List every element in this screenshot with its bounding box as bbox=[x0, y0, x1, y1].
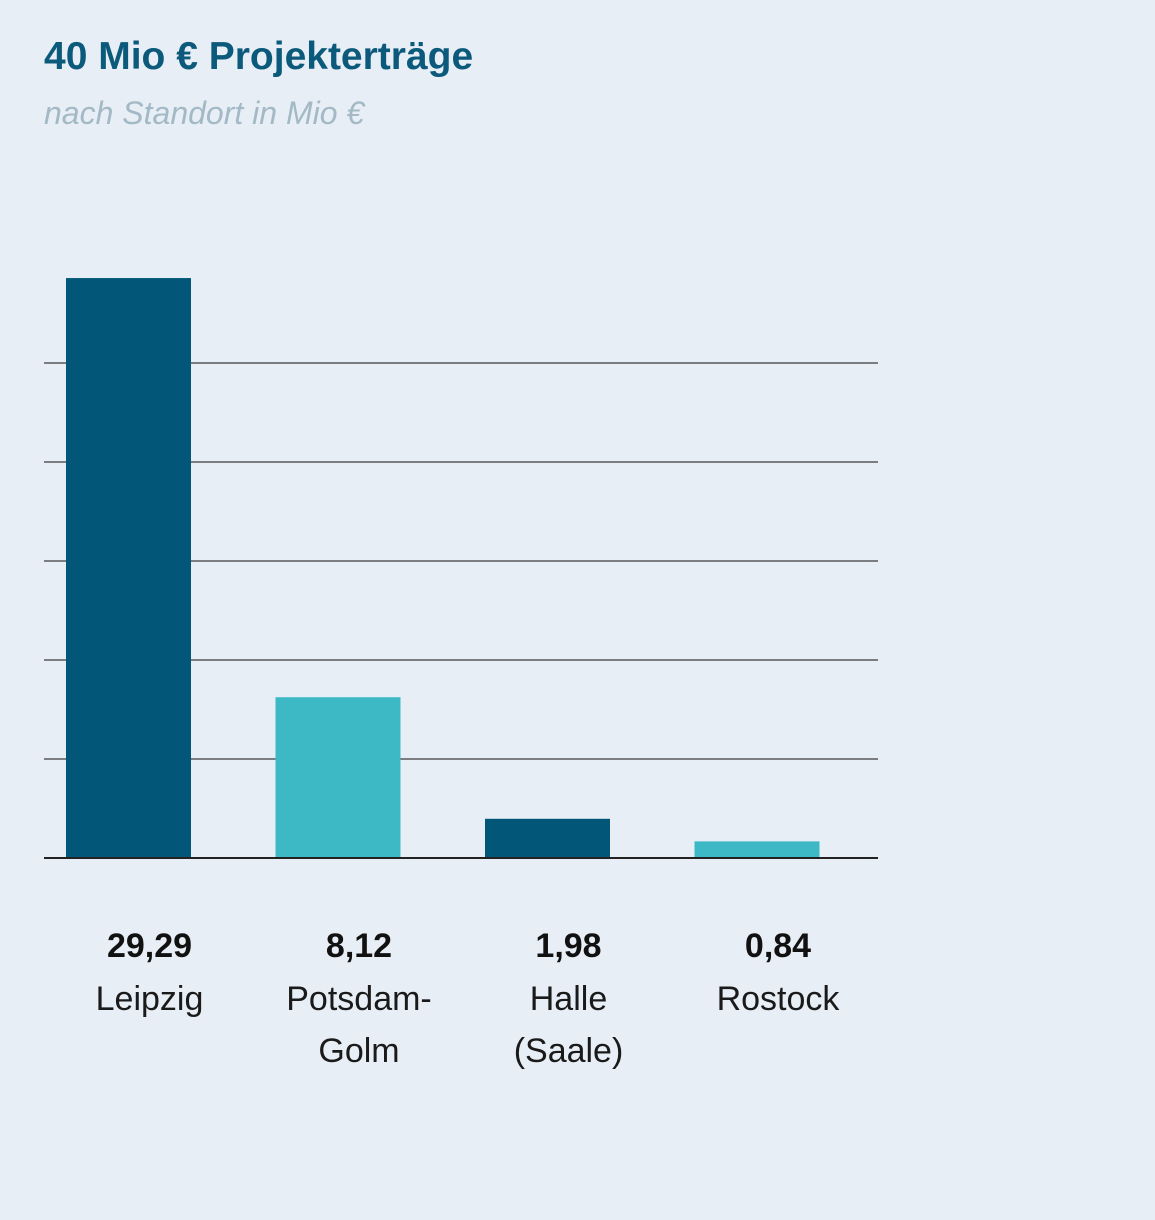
bar-labels: 29,29 Leipzig 8,12 Potsdam- Golm 1,98 Halle (Sa… bbox=[96, 927, 841, 1070]
category-label: Halle bbox=[530, 980, 607, 1018]
category-label: Potsdam- bbox=[286, 980, 432, 1018]
bar bbox=[275, 697, 401, 858]
chart-subtitle: nach Standort in Mio € bbox=[44, 95, 365, 131]
bar bbox=[66, 278, 191, 859]
bar bbox=[485, 818, 610, 858]
value-label: 0,84 bbox=[745, 927, 811, 965]
category-label: Rostock bbox=[717, 980, 841, 1018]
category-label: Golm bbox=[318, 1032, 399, 1070]
value-label: 1,98 bbox=[535, 927, 601, 965]
value-label: 8,12 bbox=[326, 927, 392, 965]
chart-title: 40 Mio € Projekterträge bbox=[44, 35, 474, 78]
bar bbox=[694, 841, 820, 858]
bars bbox=[66, 278, 820, 859]
value-label: 29,29 bbox=[107, 927, 192, 965]
category-label: (Saale) bbox=[514, 1032, 624, 1070]
category-label: Leipzig bbox=[96, 980, 204, 1018]
